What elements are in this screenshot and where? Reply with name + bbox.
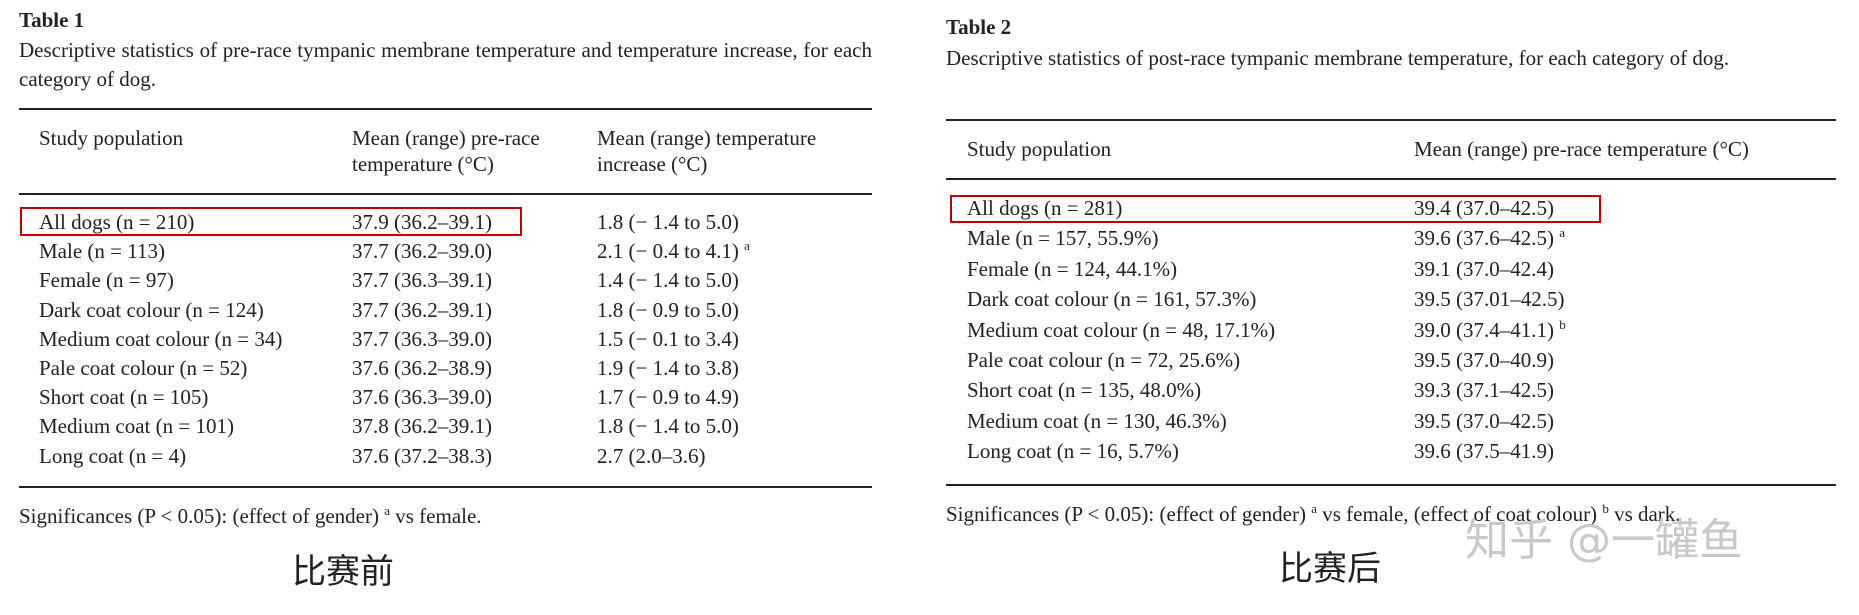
- table-title: Table 1: [19, 8, 85, 32]
- table-cell: Medium coat colour (n = 48, 17.1%): [967, 317, 1276, 342]
- table-cell: Dark coat colour (n = 161, 57.3%): [967, 287, 1257, 312]
- table-rule: [946, 178, 1836, 180]
- table-cell: 39.3 (37.1–42.5): [1414, 378, 1554, 403]
- table-title: Table 2: [946, 15, 1012, 39]
- footnote-text: vs dark.: [1608, 502, 1681, 526]
- table-caption: Descriptive statistics of pre-race tympa…: [19, 38, 872, 91]
- table-cell: All dogs (n = 210): [39, 210, 195, 234]
- table-cell: 39.0 (37.4–41.1) b: [1414, 316, 1566, 342]
- column-header: Study population: [967, 137, 1112, 161]
- table-cell: 39.5 (37.0–42.5): [1414, 408, 1554, 433]
- superscript: a: [384, 503, 390, 518]
- table-cell: 37.7 (36.2–39.0): [352, 239, 492, 264]
- table-cell: Pale coat colour (n = 72, 25.6%): [967, 348, 1241, 372]
- table-cell: Long coat (n = 4): [39, 443, 187, 468]
- table-cell: Female (n = 97): [39, 268, 174, 293]
- table-cell: 39.6 (37.5–41.9): [1414, 439, 1554, 464]
- table-cell: Medium coat colour (n = 34): [39, 326, 283, 351]
- footnote-text: Significances (P < 0.05): (effect of gen…: [19, 504, 385, 528]
- table-cell: 39.5 (37.0–40.9): [1414, 348, 1554, 372]
- table-cell: Male (n = 157, 55.9%): [967, 226, 1159, 251]
- table-rule: [946, 484, 1836, 486]
- table-cell: 39.6 (37.6–42.5) a: [1414, 225, 1566, 251]
- column-header: Study population: [39, 126, 184, 150]
- superscript: a: [1559, 225, 1566, 241]
- table-cell: 37.9 (36.2–39.1): [352, 210, 492, 234]
- table-cell: 37.7 (36.2–39.1): [352, 297, 492, 322]
- highlight-box: [950, 195, 1601, 223]
- table-cell: Short coat (n = 105): [39, 385, 209, 410]
- table-caption: Descriptive statistics of post-race tymp…: [946, 46, 1730, 70]
- footnote-text: vs female.: [390, 504, 482, 528]
- table-cell: 37.7 (36.3–39.1): [352, 268, 492, 293]
- table-cell: 2.7 (2.0–3.6): [597, 443, 706, 468]
- table-rule: [946, 119, 1836, 121]
- table-cell: 39.5 (37.01–42.5): [1414, 287, 1565, 312]
- table-cell: 37.8 (36.2–39.1): [352, 414, 492, 439]
- column-header: Mean (range) temperature increase (°C): [597, 126, 817, 176]
- table-rule: [19, 108, 872, 110]
- table-cell: 1.4 (− 1.4 to 5.0): [597, 268, 739, 293]
- table-cell: Dark coat colour (n = 124): [39, 297, 264, 322]
- table-cell: Short coat (n = 135, 48.0%): [967, 378, 1202, 403]
- table-cell: Medium coat (n = 130, 46.3%): [967, 408, 1227, 433]
- table-label: 比赛前: [292, 552, 394, 592]
- table-cell: 39.4 (37.0–42.5): [1414, 196, 1554, 220]
- table-cell: 37.7 (36.3–39.0): [352, 326, 492, 351]
- column-header: Mean (range) pre-race temperature (°C): [1414, 137, 1749, 161]
- table-cell: Medium coat (n = 101): [39, 414, 234, 439]
- table-cell: 1.9 (− 1.4 to 3.8): [597, 356, 739, 380]
- superscript: b: [1559, 316, 1566, 332]
- table-cell: All dogs (n = 281): [967, 196, 1123, 220]
- footnote-text: Significances (P < 0.05): (effect of gen…: [946, 502, 1312, 526]
- superscript: a: [744, 238, 750, 254]
- table-footnote: Significances (P < 0.05): (effect of gen…: [19, 503, 482, 529]
- table-cell: 1.8 (− 1.4 to 5.0): [597, 210, 739, 234]
- table-cell: Male (n = 113): [39, 239, 165, 264]
- table-cell: 1.7 (− 0.9 to 4.9): [597, 385, 739, 410]
- table-cell: 1.5 (− 0.1 to 3.4): [597, 326, 739, 351]
- table-cell: 37.6 (36.2–38.9): [352, 356, 492, 380]
- table-cell: 1.8 (− 1.4 to 5.0): [597, 414, 739, 439]
- table-footnote: Significances (P < 0.05): (effect of gen…: [946, 501, 1681, 527]
- table-cell: 39.1 (37.0–42.4): [1414, 256, 1554, 281]
- watermark: 知乎 @一罐鱼: [1465, 515, 1743, 566]
- table-cell: Pale coat colour (n = 52): [39, 356, 248, 380]
- highlight-box: [20, 207, 522, 236]
- superscript: b: [1602, 501, 1609, 516]
- table-cell: Female (n = 124, 44.1%): [967, 256, 1178, 281]
- table-cell: 37.6 (37.2–38.3): [352, 443, 492, 468]
- superscript: a: [1311, 501, 1317, 516]
- footnote-text: vs female, (effect of coat colour): [1317, 502, 1603, 526]
- table-label: 比赛后: [1279, 549, 1381, 589]
- column-header: Mean (range) pre-race temperature (°C): [352, 126, 540, 176]
- table-rule: [19, 486, 872, 488]
- table-cell: Long coat (n = 16, 5.7%): [967, 439, 1179, 464]
- table-cell: 2.1 (− 0.4 to 4.1) a: [597, 238, 750, 264]
- table-rule: [19, 193, 872, 195]
- table-cell: 1.8 (− 0.9 to 5.0): [597, 297, 739, 322]
- table-cell: 37.6 (36.3–39.0): [352, 385, 492, 410]
